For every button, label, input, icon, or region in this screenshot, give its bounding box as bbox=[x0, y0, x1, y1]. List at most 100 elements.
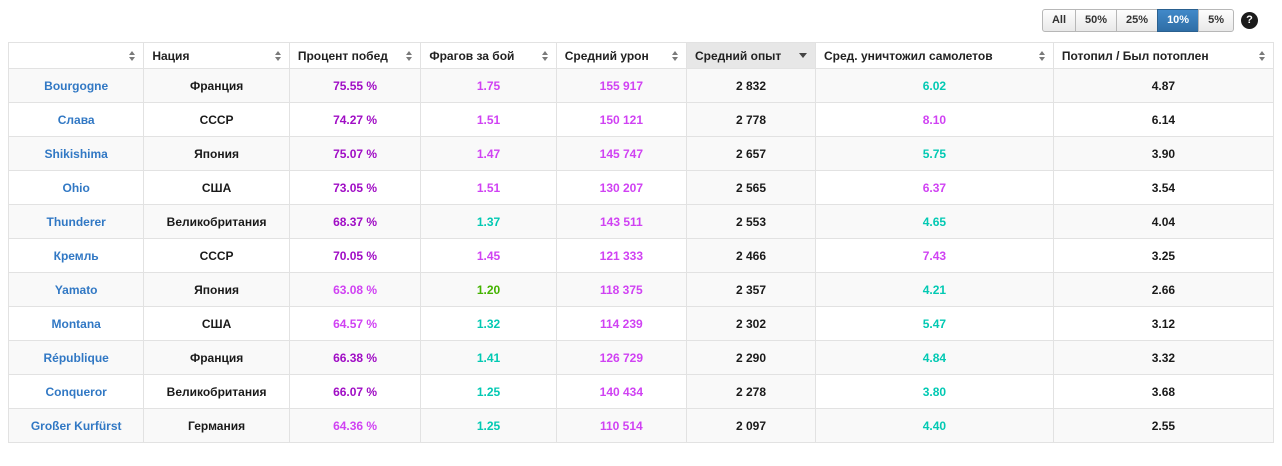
column-header-sunk-ratio[interactable]: Потопил / Был потоплен bbox=[1052, 42, 1275, 69]
nation-cell: Германия bbox=[143, 408, 290, 443]
column-header-frags[interactable]: Фрагов за бой bbox=[420, 42, 557, 69]
filter-button-25[interactable]: 25% bbox=[1116, 8, 1159, 32]
sunk-ratio-cell: 6.14 bbox=[1052, 102, 1275, 137]
planes-destroyed-cell: 6.02 bbox=[815, 68, 1054, 103]
win-rate-cell: 63.08 % bbox=[288, 272, 422, 307]
table-row: République Франция 66.38 % 1.41 126 729 … bbox=[7, 340, 1275, 375]
ship-name-link[interactable]: Кремль bbox=[7, 238, 145, 273]
planes-destroyed-cell: 6.37 bbox=[815, 170, 1054, 205]
sort-desc-icon bbox=[799, 53, 807, 58]
column-label: Средний урон bbox=[564, 48, 649, 63]
ship-name-link[interactable]: Yamato bbox=[7, 272, 145, 307]
avg-damage-cell: 140 434 bbox=[555, 374, 687, 409]
avg-exp-cell: 2 290 bbox=[685, 340, 817, 375]
column-label: Сред. уничтожил самолетов bbox=[824, 48, 993, 63]
frags-cell: 1.41 bbox=[420, 340, 557, 375]
frags-cell: 1.25 bbox=[420, 408, 557, 443]
win-rate-cell: 66.38 % bbox=[288, 340, 422, 375]
avg-exp-cell: 2 778 bbox=[685, 102, 817, 137]
column-header-nation[interactable]: Нация bbox=[143, 42, 290, 69]
ship-name-link[interactable]: Großer Kurfürst bbox=[7, 408, 145, 443]
ship-stats-table: Нация Процент побед Фрагов за бой bbox=[7, 42, 1275, 443]
sunk-ratio-cell: 2.55 bbox=[1052, 408, 1275, 443]
win-rate-cell: 66.07 % bbox=[288, 374, 422, 409]
sort-icon bbox=[541, 50, 548, 61]
ship-name-link[interactable]: République bbox=[7, 340, 145, 375]
column-header-planes-destroyed[interactable]: Сред. уничтожил самолетов bbox=[815, 42, 1054, 69]
frags-cell: 1.37 bbox=[420, 204, 557, 239]
column-label: Нация bbox=[152, 48, 190, 63]
avg-damage-cell: 121 333 bbox=[555, 238, 687, 273]
ship-name-link[interactable]: Conqueror bbox=[7, 374, 145, 409]
nation-cell: Великобритания bbox=[143, 374, 290, 409]
win-rate-cell: 75.07 % bbox=[288, 136, 422, 171]
ship-name-link[interactable]: Montana bbox=[7, 306, 145, 341]
ship-name-link[interactable]: Shikishima bbox=[7, 136, 145, 171]
column-label: Фрагов за бой bbox=[429, 48, 515, 63]
avg-damage-cell: 145 747 bbox=[555, 136, 687, 171]
avg-exp-cell: 2 278 bbox=[685, 374, 817, 409]
filter-button-10[interactable]: 10% bbox=[1157, 8, 1200, 32]
planes-destroyed-cell: 7.43 bbox=[815, 238, 1054, 273]
sunk-ratio-cell: 4.04 bbox=[1052, 204, 1275, 239]
win-rate-cell: 74.27 % bbox=[288, 102, 422, 137]
avg-damage-cell: 118 375 bbox=[555, 272, 687, 307]
frags-cell: 1.25 bbox=[420, 374, 557, 409]
help-icon[interactable]: ? bbox=[1241, 11, 1258, 29]
column-label: Потопил / Был потоплен bbox=[1061, 48, 1209, 63]
sort-icon bbox=[1038, 50, 1045, 61]
sunk-ratio-cell: 3.54 bbox=[1052, 170, 1275, 205]
sort-icon bbox=[274, 50, 281, 61]
frags-cell: 1.20 bbox=[420, 272, 557, 307]
avg-damage-cell: 150 121 bbox=[555, 102, 687, 137]
planes-destroyed-cell: 8.10 bbox=[815, 102, 1054, 137]
column-header-avg-exp[interactable]: Средний опыт bbox=[685, 42, 817, 69]
nation-cell: Япония bbox=[143, 272, 290, 307]
sunk-ratio-cell: 3.32 bbox=[1052, 340, 1275, 375]
win-rate-cell: 75.55 % bbox=[288, 68, 422, 103]
filter-button-all[interactable]: All bbox=[1041, 8, 1076, 32]
avg-exp-cell: 2 565 bbox=[685, 170, 817, 205]
sunk-ratio-cell: 3.12 bbox=[1052, 306, 1275, 341]
filter-button-5[interactable]: 5% bbox=[1198, 8, 1234, 32]
frags-cell: 1.51 bbox=[420, 102, 557, 137]
table-row: Bourgogne Франция 75.55 % 1.75 155 917 2… bbox=[7, 68, 1275, 103]
nation-cell: Великобритания bbox=[143, 204, 290, 239]
sort-icon bbox=[1259, 50, 1265, 61]
avg-exp-cell: 2 832 bbox=[685, 68, 817, 103]
nation-cell: Япония bbox=[143, 136, 290, 171]
column-header-ship[interactable] bbox=[7, 42, 145, 69]
column-label: Средний опыт bbox=[694, 48, 782, 63]
avg-exp-cell: 2 097 bbox=[685, 408, 817, 443]
ship-name-link[interactable]: Ohio bbox=[7, 170, 145, 205]
nation-cell: СССР bbox=[143, 238, 290, 273]
win-rate-cell: 64.57 % bbox=[288, 306, 422, 341]
frags-cell: 1.32 bbox=[420, 306, 557, 341]
filter-button-50[interactable]: 50% bbox=[1075, 8, 1118, 32]
table-row: Ohio США 73.05 % 1.51 130 207 2 565 6.37… bbox=[7, 170, 1275, 205]
nation-cell: СССР bbox=[143, 102, 290, 137]
planes-destroyed-cell: 4.84 bbox=[815, 340, 1054, 375]
planes-destroyed-cell: 4.65 bbox=[815, 204, 1054, 239]
table-row: Montana США 64.57 % 1.32 114 239 2 302 5… bbox=[7, 306, 1275, 341]
avg-damage-cell: 114 239 bbox=[555, 306, 687, 341]
avg-damage-cell: 110 514 bbox=[555, 408, 687, 443]
sunk-ratio-cell: 2.66 bbox=[1052, 272, 1275, 307]
avg-exp-cell: 2 657 bbox=[685, 136, 817, 171]
ship-name-link[interactable]: Слава bbox=[7, 102, 145, 137]
table-row: Кремль СССР 70.05 % 1.45 121 333 2 466 7… bbox=[7, 238, 1275, 273]
sort-icon bbox=[671, 50, 678, 61]
avg-exp-cell: 2 357 bbox=[685, 272, 817, 307]
frags-cell: 1.47 bbox=[420, 136, 557, 171]
ship-name-link[interactable]: Thunderer bbox=[7, 204, 145, 239]
column-header-win-rate[interactable]: Процент побед bbox=[288, 42, 422, 69]
header-row: Нация Процент побед Фрагов за бой bbox=[7, 42, 1275, 69]
nation-cell: Франция bbox=[143, 340, 290, 375]
nation-cell: США bbox=[143, 170, 290, 205]
column-header-avg-damage[interactable]: Средний урон bbox=[555, 42, 687, 69]
ship-name-link[interactable]: Bourgogne bbox=[7, 68, 145, 103]
table-row: Conqueror Великобритания 66.07 % 1.25 14… bbox=[7, 374, 1275, 409]
table-row: Shikishima Япония 75.07 % 1.47 145 747 2… bbox=[7, 136, 1275, 171]
avg-exp-cell: 2 553 bbox=[685, 204, 817, 239]
nation-cell: Франция bbox=[143, 68, 290, 103]
